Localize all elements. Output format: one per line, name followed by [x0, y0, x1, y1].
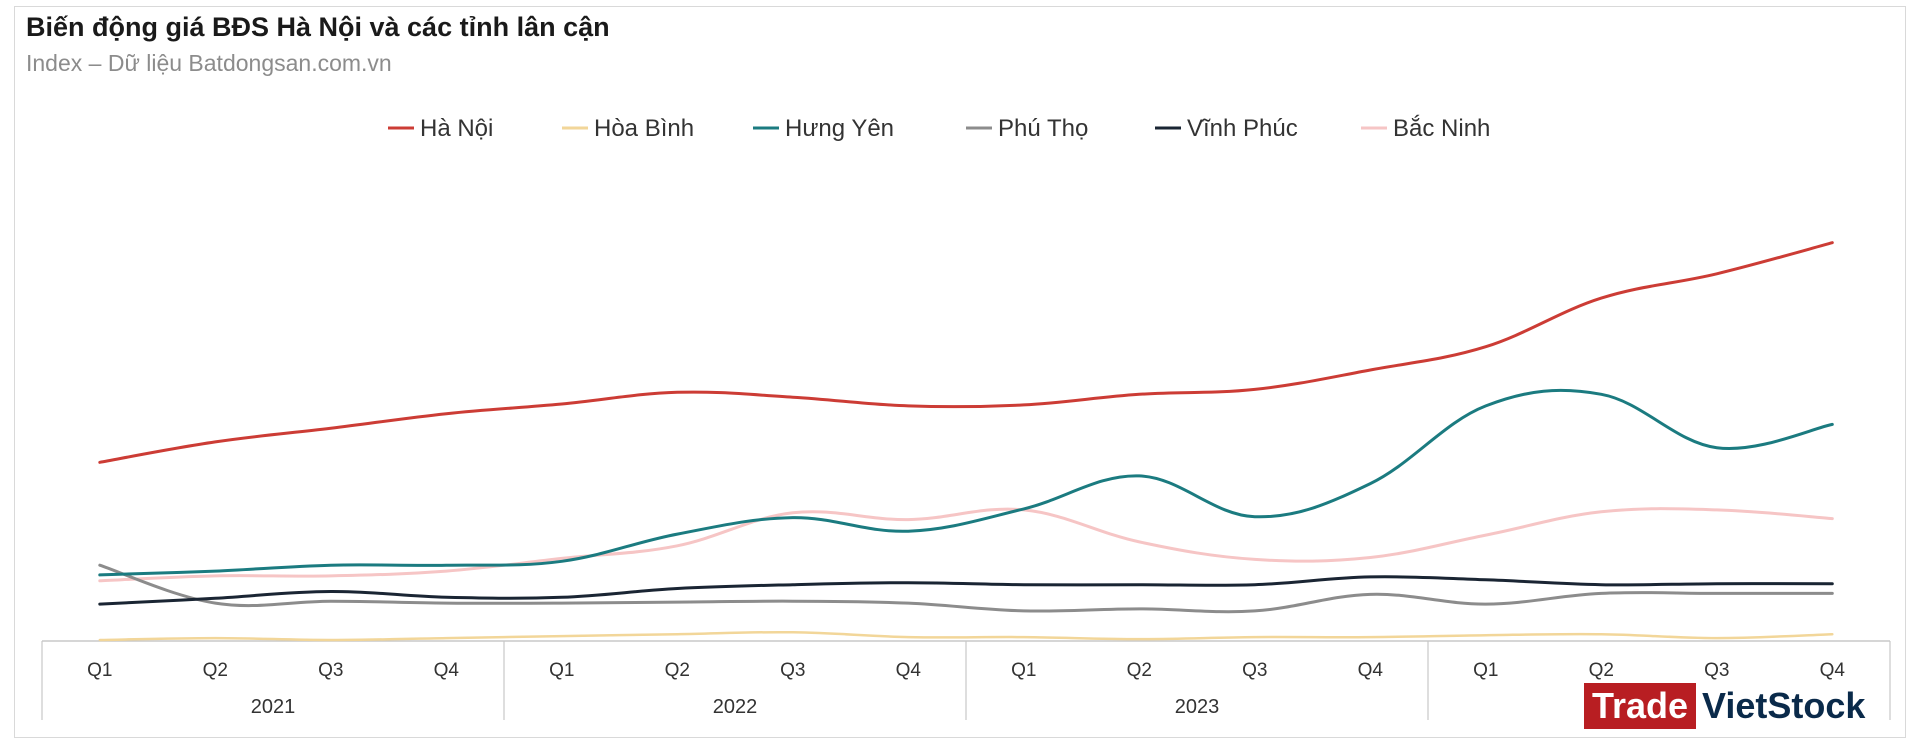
chart-subtitle: Index – Dữ liệu Batdongsan.com.vn	[26, 50, 392, 76]
x-tick-label: Q2	[1589, 660, 1614, 681]
x-tick-label: Q1	[1011, 660, 1036, 681]
series-line	[98, 563, 1834, 614]
x-tick-label: Q4	[434, 660, 460, 681]
legend-item[interactable]: Phú Thọ	[966, 115, 1088, 142]
legend-item[interactable]: Hòa Bình	[562, 115, 694, 142]
legend-label: Bắc Ninh	[1393, 115, 1490, 142]
x-tick-label: Q1	[1473, 660, 1498, 681]
x-tick-label: Q1	[549, 660, 574, 681]
series-lines	[98, 241, 1834, 642]
x-tick-label: Q1	[87, 660, 112, 681]
legend-item[interactable]: Bắc Ninh	[1361, 115, 1490, 142]
series-line	[98, 241, 1834, 464]
x-tick-label: Q3	[780, 660, 805, 681]
series-line	[98, 507, 1834, 583]
legend: Hà Nội Hòa Bình Hưng Yên Phú Thọ Vĩnh Phúc Bắ…	[388, 115, 1490, 142]
legend-label: Hưng Yên	[785, 115, 894, 142]
legend-label: Vĩnh Phúc	[1187, 115, 1298, 142]
x-tick-label: Q2	[665, 660, 690, 681]
year-label: 2023	[1175, 696, 1220, 718]
legend-item[interactable]: Vĩnh Phúc	[1155, 115, 1298, 142]
logo-trade: Trade	[1584, 683, 1697, 729]
chart-frame	[14, 6, 1906, 738]
legend-label: Hòa Bình	[594, 115, 694, 142]
series-line	[98, 575, 1834, 606]
tradevietstock-logo: Trade VietStock	[1584, 683, 1865, 729]
x-tick-label: Q3	[1242, 660, 1267, 681]
legend-item[interactable]: Hưng Yên	[753, 115, 894, 142]
x-tick-label: Q2	[203, 660, 228, 681]
x-tick-label: Q4	[896, 660, 922, 681]
x-tick-label: Q3	[318, 660, 343, 681]
chart-title: Biến động giá BĐS Hà Nội và các tỉnh lân…	[26, 12, 610, 42]
legend-item[interactable]: Hà Nội	[388, 115, 493, 142]
x-tick-label: Q3	[1704, 660, 1729, 681]
series-line	[98, 630, 1834, 642]
x-tick-label: Q4	[1820, 660, 1846, 681]
year-label: 2021	[251, 696, 296, 718]
series-line	[98, 388, 1834, 577]
legend-label: Hà Nội	[420, 115, 493, 142]
x-tick-label: Q4	[1358, 660, 1384, 681]
logo-vietstock: VietStock	[1702, 685, 1866, 726]
legend-label: Phú Thọ	[998, 115, 1088, 142]
year-label: 2022	[713, 696, 758, 718]
x-tick-label: Q2	[1127, 660, 1152, 681]
